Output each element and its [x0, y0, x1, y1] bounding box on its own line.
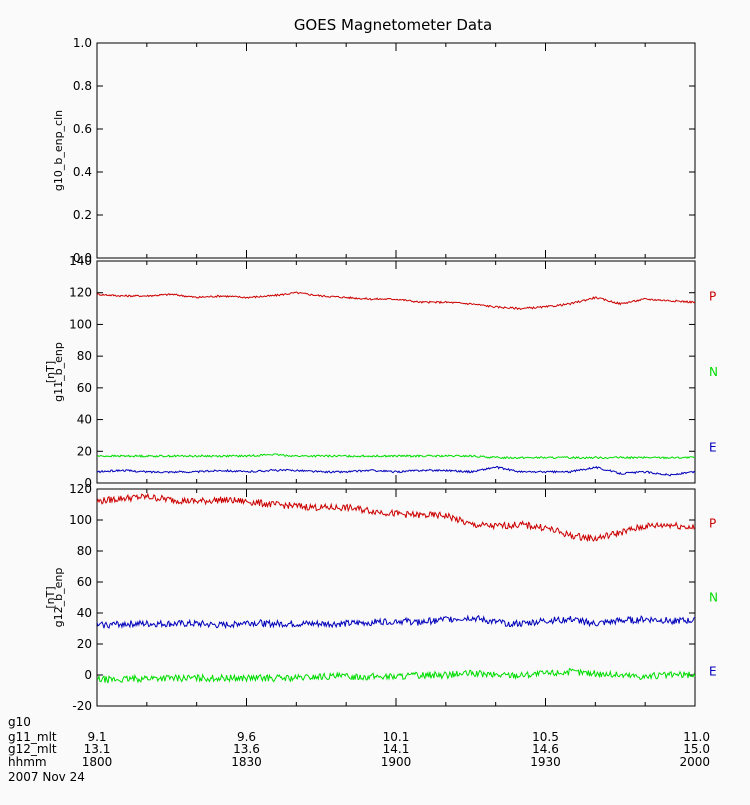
y-tick-label: 40 [77, 606, 92, 620]
bottom-axis-value: 9.1 [87, 730, 106, 744]
y-tick-label: 80 [77, 349, 92, 363]
bottom-axis-value: 14.6 [532, 742, 559, 756]
bottom-axis-value: 1930 [530, 755, 561, 769]
series-label-P: P [709, 517, 716, 531]
bottom-axis-value: 1800 [82, 755, 113, 769]
y-tick-label: 140 [69, 254, 92, 268]
bottom-axis-value: 13.1 [84, 742, 111, 756]
y-tick-label: 0 [84, 668, 92, 682]
y-axis-unit: [nT] [44, 361, 57, 383]
bottom-axis-value: 10.1 [383, 730, 410, 744]
bottom-row-label: g11_mlt [8, 730, 57, 744]
y-axis-label: g12_b_enp [52, 568, 65, 628]
series-N-line [97, 453, 695, 460]
series-N-line [97, 667, 695, 684]
panel-2: 0 20 40 60 80 100 120 140 g11_b_enp[nT] P N E [44, 254, 718, 490]
bottom-axis-value: 13.6 [233, 742, 260, 756]
y-tick-label: 100 [69, 317, 92, 331]
y-tick-label: 0.2 [73, 208, 92, 222]
bottom-axis-value: 11.0 [683, 730, 710, 744]
y-tick-label: 0.4 [73, 165, 92, 179]
series-E-line [97, 465, 695, 477]
date-label: 2007 Nov 24 [8, 770, 85, 784]
series-label-E: E [709, 664, 717, 678]
series-E-line [97, 614, 695, 630]
bottom-axis-value: 10.5 [532, 730, 559, 744]
y-tick-label: 100 [69, 513, 92, 527]
y-axis-unit: [nT] [44, 586, 57, 608]
y-tick-label: 120 [69, 286, 92, 300]
bottom-axis-value: 2000 [679, 755, 710, 769]
y-tick-label: 40 [77, 413, 92, 427]
bottom-axis-value: 15.0 [683, 742, 710, 756]
series-label-N: N [709, 365, 718, 379]
y-tick-label: 20 [77, 637, 92, 651]
y-tick-label: 20 [77, 444, 92, 458]
series-label-P: P [709, 290, 716, 304]
y-tick-label: 0.6 [73, 122, 92, 136]
series-label-E: E [709, 440, 717, 454]
y-tick-label: -20 [72, 699, 92, 713]
chart-title: GOES Magnetometer Data [294, 16, 492, 34]
bottom-row-label: hhmm [8, 755, 47, 769]
y-tick-label: 0 [84, 476, 92, 490]
y-tick-label: 0.8 [73, 79, 92, 93]
panels: 0.0 0.2 0.4 0.6 0.8 1.0 g10_b_enp_cln 0 20 40 60 80… [44, 36, 718, 713]
y-axis-label: g11_b_enp [52, 342, 65, 402]
y-tick-label: 1.0 [73, 36, 92, 50]
y-tick-label: 120 [69, 482, 92, 496]
y-tick-label: 0.0 [73, 251, 92, 265]
y-tick-label: 60 [77, 381, 92, 395]
bottom-axis-value: 14.1 [383, 742, 410, 756]
series-label-N: N [709, 591, 718, 605]
bottom-axis-value: 1900 [381, 755, 412, 769]
y-tick-label: 80 [77, 544, 92, 558]
series-P-line [97, 291, 695, 311]
panel-1: 0.0 0.2 0.4 0.6 0.8 1.0 g10_b_enp_cln [52, 36, 696, 265]
bottom-axis-value: 1830 [231, 755, 262, 769]
bottom-row-label: g10 [8, 715, 31, 729]
bottom-axis-value: 9.6 [237, 730, 256, 744]
bottom-row-label: g12_mlt [8, 742, 57, 756]
y-tick-label: 60 [77, 575, 92, 589]
panel-3: -20 0 20 40 60 80 100 120 g12_b_enp[nT] P N E [44, 482, 718, 713]
series-P-line [97, 492, 695, 543]
y-axis-label: g10_b_enp_cln [52, 110, 65, 191]
